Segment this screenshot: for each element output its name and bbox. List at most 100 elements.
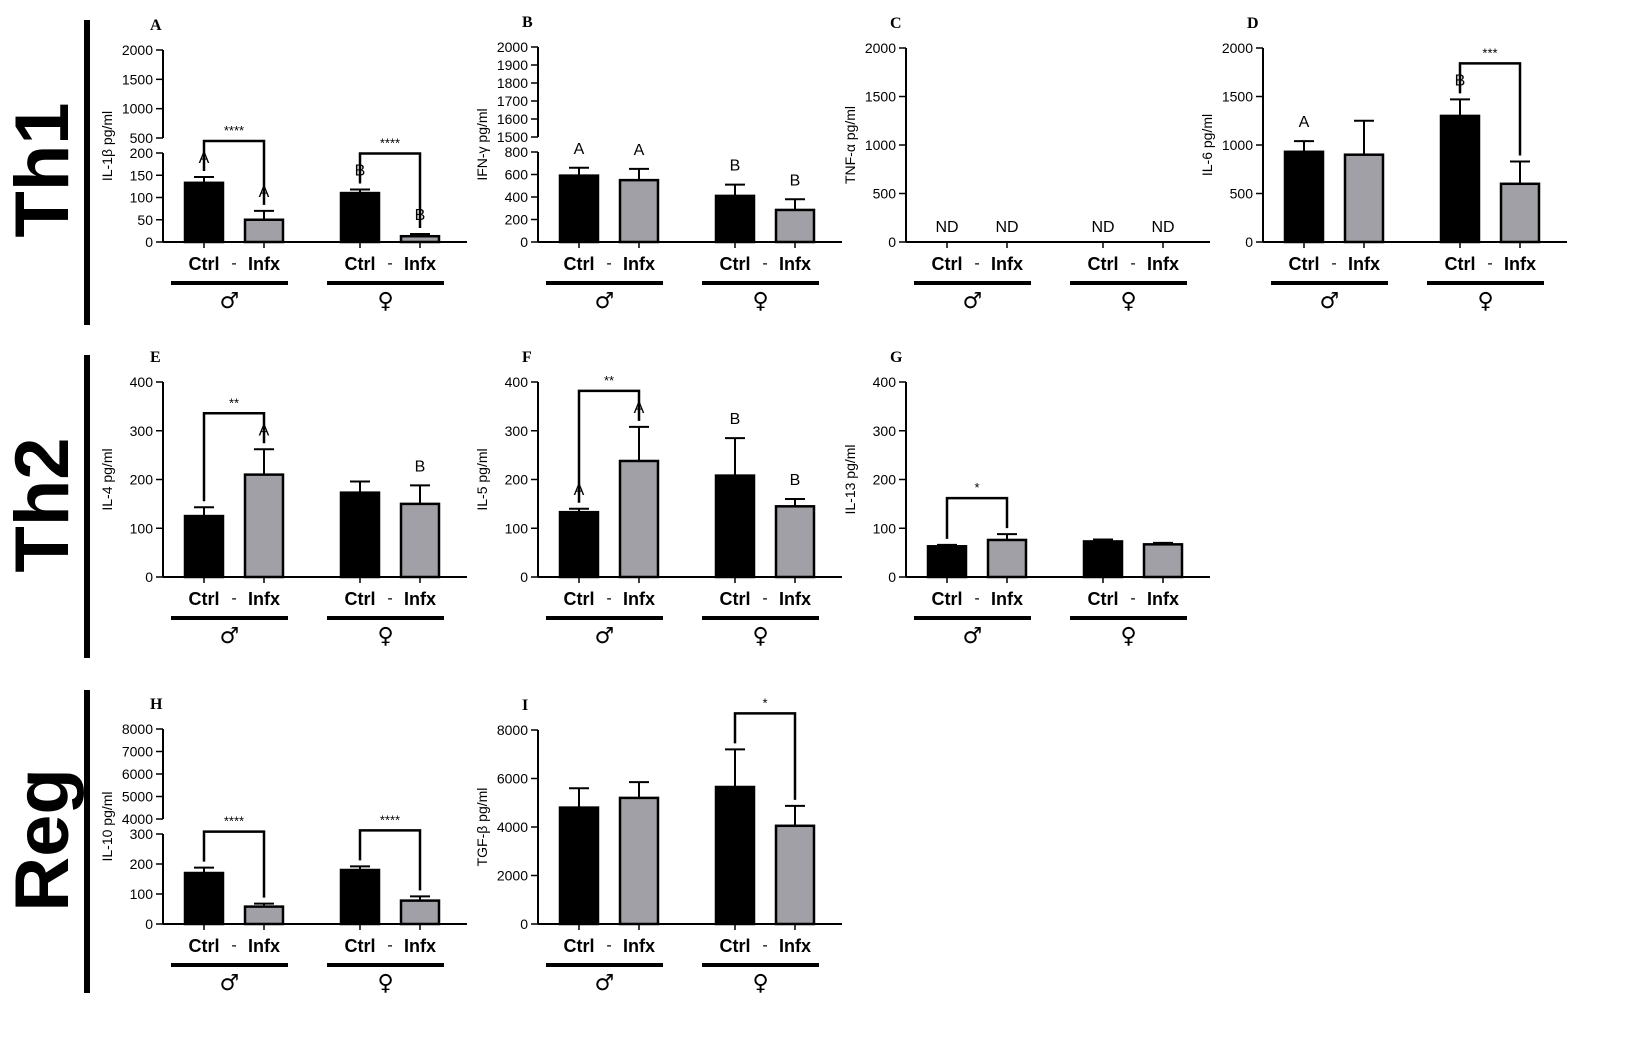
comparison-bracket — [358, 152, 422, 228]
x-label-ctrl: Ctrl — [189, 254, 220, 274]
y-tick-label: 300 — [873, 423, 897, 439]
y-tick-label: 300 — [130, 826, 154, 842]
y-tick-label: 0 — [520, 569, 528, 585]
male-symbol: ♂ — [220, 289, 240, 314]
comparison-bracket — [733, 712, 797, 800]
y-tick-label: 200 — [130, 145, 154, 161]
x-label-ctrl: Ctrl — [720, 936, 751, 956]
y-tick-label: 200 — [505, 472, 529, 488]
panel-letter: F — [522, 349, 532, 366]
y-tick-label: 400 — [505, 374, 529, 390]
significance-stars: **** — [224, 123, 244, 138]
x-label-infx: Infx — [623, 589, 655, 609]
row-label-reg: Reg — [0, 768, 85, 912]
x-label-infx: Infx — [623, 936, 655, 956]
y-tick-label: 5000 — [122, 789, 153, 805]
female-symbol: ♀ — [752, 971, 768, 996]
x-label-ctrl: Ctrl — [720, 589, 751, 609]
y-tick-label: 400 — [505, 189, 529, 205]
y-axis-title: IL-13 pg/ml — [842, 444, 858, 514]
significance-stars: **** — [224, 814, 244, 829]
y-tick-label: 200 — [505, 212, 529, 228]
significance-letter: B — [730, 158, 741, 175]
y-tick-label: 400 — [873, 374, 897, 390]
y-axis-title: IL-4 pg/ml — [99, 448, 115, 510]
y-axis-title: IL-1β pg/ml — [99, 111, 115, 181]
y-tick-label: 100 — [873, 520, 897, 536]
significance-letter: ND — [935, 219, 958, 236]
bar-h-3 — [399, 899, 441, 926]
significance-letter: B — [730, 411, 741, 428]
significance-stars: ** — [229, 395, 239, 410]
x-label-infx: Infx — [991, 254, 1023, 274]
y-tick-label: 200 — [130, 856, 154, 872]
y-tick-label: 800 — [505, 144, 529, 160]
bar-e-0 — [183, 514, 225, 579]
x-label-ctrl: Ctrl — [189, 936, 220, 956]
male-symbol: ♂ — [595, 289, 615, 314]
bar-b-1 — [618, 178, 660, 244]
comparison-bracket — [577, 389, 641, 503]
significance-letter: ND — [1151, 219, 1174, 236]
x-label-ctrl: Ctrl — [564, 589, 595, 609]
x-label-ctrl: Ctrl — [564, 254, 595, 274]
bar-g-0 — [926, 545, 968, 579]
x-label-dash: - — [974, 590, 979, 607]
x-label-ctrl: Ctrl — [932, 589, 963, 609]
bar-h-1 — [243, 905, 285, 926]
x-label-infx: Infx — [404, 589, 436, 609]
y-tick-label: 7000 — [122, 744, 153, 760]
comparison-bracket — [945, 496, 1009, 539]
male-symbol: ♂ — [595, 624, 615, 649]
bar-a-3 — [399, 234, 441, 244]
y-tick-label: 400 — [130, 374, 154, 390]
y-tick-label: 200 — [130, 472, 154, 488]
y-tick-label: 2000 — [122, 42, 153, 58]
x-label-infx: Infx — [1348, 254, 1380, 274]
bar-a-0 — [183, 181, 225, 244]
x-label-dash: - — [1130, 590, 1135, 607]
bar-g-1 — [986, 538, 1028, 579]
x-label-infx: Infx — [1147, 254, 1179, 274]
bar-b-0 — [558, 174, 600, 244]
x-label-ctrl: Ctrl — [1088, 254, 1119, 274]
bar-e-2 — [339, 491, 381, 579]
significance-letter: A — [574, 141, 585, 158]
male-symbol: ♂ — [220, 624, 240, 649]
female-symbol: ♀ — [752, 624, 768, 649]
x-label-dash: - — [231, 255, 236, 272]
y-axis-title: TNF-α pg/ml — [842, 106, 858, 184]
significance-letter: ND — [1091, 219, 1114, 236]
y-tick-label: 100 — [505, 520, 529, 536]
x-label-infx: Infx — [1147, 589, 1179, 609]
bar-i-2 — [714, 785, 756, 926]
y-tick-label: 8000 — [497, 722, 528, 738]
comparison-bracket — [202, 139, 266, 205]
x-label-dash: - — [387, 590, 392, 607]
y-tick-label: 150 — [130, 167, 154, 183]
x-label-ctrl: Ctrl — [932, 254, 963, 274]
row-label-th1: Th1 — [0, 102, 85, 237]
x-label-dash: - — [1130, 255, 1135, 272]
x-label-ctrl: Ctrl — [1289, 254, 1320, 274]
y-tick-label: 500 — [1230, 186, 1254, 202]
male-symbol: ♂ — [963, 289, 983, 314]
male-symbol: ♂ — [595, 971, 615, 996]
x-label-dash: - — [762, 255, 767, 272]
x-label-infx: Infx — [1504, 254, 1536, 274]
y-tick-label: 500 — [873, 186, 897, 202]
significance-stars: * — [974, 480, 979, 495]
significance-stars: ** — [604, 373, 614, 388]
y-axis-title: IL-6 pg/ml — [1199, 114, 1215, 176]
x-label-dash: - — [762, 937, 767, 954]
x-label-ctrl: Ctrl — [345, 254, 376, 274]
y-tick-label: 100 — [130, 520, 154, 536]
panel-letter: D — [1247, 15, 1259, 32]
y-tick-label: 2000 — [497, 39, 528, 55]
bar-d-3 — [1499, 182, 1541, 244]
x-label-infx: Infx — [404, 254, 436, 274]
y-tick-label: 4000 — [122, 811, 153, 827]
bar-d-0 — [1283, 150, 1325, 244]
